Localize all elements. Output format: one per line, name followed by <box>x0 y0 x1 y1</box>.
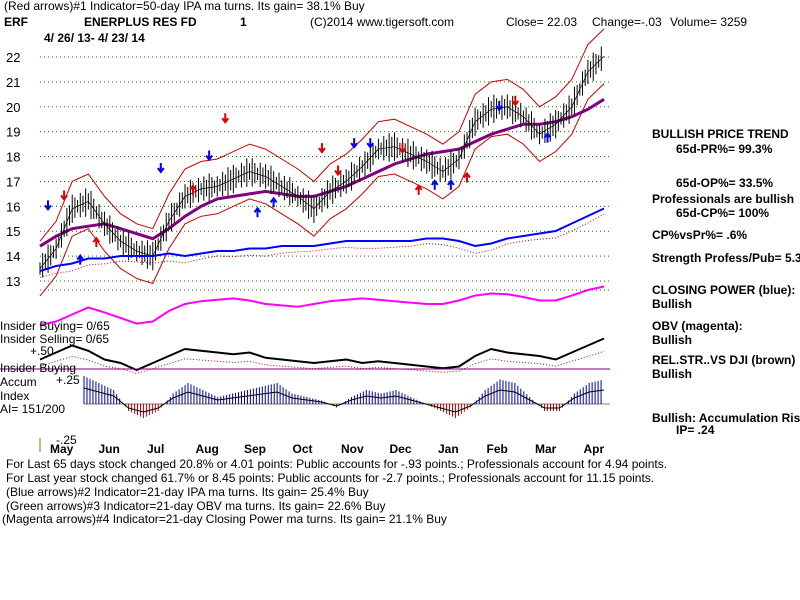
signal-arrow <box>205 150 213 162</box>
insider-buying-label: Insider Buying= 0/65 <box>0 319 110 333</box>
strength-ratio: Strength Profess/Pub= 5.3 <box>652 251 800 265</box>
signal-arrow <box>447 179 455 190</box>
month-label: Oct <box>293 442 313 456</box>
signal-arrow <box>157 163 165 174</box>
ip-value: IP= .24 <box>676 423 715 437</box>
month-label: Mar <box>535 442 557 456</box>
rel-strength-ma <box>39 350 605 375</box>
price-tick-label: 22 <box>6 50 20 65</box>
professionals-text: Professionals are bullish <box>652 192 795 206</box>
footer-line-3: (Blue arrows)#2 Indicator=21-day IPA ma … <box>6 485 369 499</box>
closing-power-line <box>39 207 605 272</box>
month-label: Jan <box>438 442 459 456</box>
signal-arrow <box>366 138 375 149</box>
price-tick-label: 20 <box>6 100 20 115</box>
date-range: 4/ 26/ 13- 4/ 23/ 14 <box>44 31 145 45</box>
rel-strength-value: Bullish <box>652 367 693 381</box>
plus50-label: +.50 <box>30 344 54 358</box>
insider-selling-label: Insider Selling= 0/65 <box>0 332 110 346</box>
price-line <box>39 56 605 269</box>
signal-arrow <box>414 184 423 195</box>
insider-buying-title: Insider Buying <box>0 361 77 375</box>
signal-arrow <box>60 190 68 202</box>
month-axis-labels: May Jun Jul Aug Sep Oct Nov Dec Jan Feb Mar Apr <box>50 442 604 456</box>
price-tick-label: 19 <box>6 125 20 140</box>
cp-vs-pr: CP%vsPr%= .6% <box>652 228 748 242</box>
footer-line-5: (Magenta arrows)#4 Indicator=21-day Clos… <box>2 512 447 526</box>
signal-arrow <box>44 200 52 211</box>
obv-line <box>39 285 605 326</box>
price-tick-label: 17 <box>6 174 20 189</box>
rel-strength-line <box>39 337 605 372</box>
signal-arrow <box>511 95 520 107</box>
op-value: 65d-OP%= 33.5% <box>676 176 774 190</box>
symbol: ERF <box>4 15 28 29</box>
price-axis-labels: 22 21 20 19 18 17 16 15 14 13 <box>6 50 20 289</box>
rel-strength-label: REL.STR..VS DJI (brown) <box>652 353 796 367</box>
accumulation-label: Bullish: Accumulation Risi <box>652 411 800 425</box>
signal-arrow <box>350 138 358 149</box>
price-tick-label: 15 <box>6 224 20 239</box>
price-tick-label: 18 <box>6 150 20 165</box>
lower-band <box>39 83 605 297</box>
signal-arrow <box>221 113 230 124</box>
month-label: May <box>50 442 74 456</box>
upper-band <box>39 28 605 242</box>
footer-line-2: For Last year stock changed 61.7% or 8.4… <box>6 471 655 485</box>
month-label: Dec <box>390 442 412 456</box>
index-label: Index <box>0 389 30 403</box>
price-tick-label: 14 <box>6 249 20 264</box>
cp-percent: 65d-CP%= 100% <box>676 206 770 220</box>
signal-arrow <box>495 100 503 112</box>
closing-power-label: CLOSING POWER (blue): <box>652 283 796 297</box>
month-label: Sep <box>244 442 266 456</box>
minus25-label: -.25 <box>56 433 77 447</box>
signal-arrow <box>543 131 552 143</box>
signal-arrow <box>253 206 262 218</box>
closing-power-ma <box>39 213 605 278</box>
month-label: Feb <box>487 442 508 456</box>
month-label: Nov <box>341 442 364 456</box>
price-tick-label: 21 <box>6 75 20 90</box>
month-label: Jul <box>147 442 164 456</box>
footer-line-4: (Green arrows)#3 Indicator=21-day OBV ma… <box>6 499 386 513</box>
closing-power-value: Bullish <box>652 297 693 311</box>
price-gridlines <box>40 56 610 291</box>
obv-label: OBV (magenta): <box>652 319 743 333</box>
accumulation-histogram <box>83 376 605 418</box>
signal-arrows <box>44 95 552 265</box>
header-indicator-line: (Red arrows)#1 Indicator=50-day IPA ma t… <box>4 0 365 13</box>
accum-label: Accum <box>0 375 37 389</box>
signal-arrow <box>189 184 197 195</box>
change-value: Change=-.03 <box>592 15 662 29</box>
volume-value: Volume= 3259 <box>670 15 748 29</box>
signal-arrow <box>430 179 439 190</box>
price-tick-label: 16 <box>6 199 20 214</box>
signal-arrow <box>398 143 407 154</box>
ai-label: AI= 151/200 <box>0 402 66 416</box>
month-label: Jun <box>99 442 120 456</box>
signal-arrow <box>92 236 101 248</box>
pr-value: 65d-PR%= 99.3% <box>676 142 773 156</box>
bullish-trend: BULLISH PRICE TREND <box>652 127 789 141</box>
signal-arrow <box>463 171 471 183</box>
period-number: 1 <box>240 15 247 29</box>
accum-ma <box>83 387 605 413</box>
company-name: ENERPLUS RES FD <box>84 15 197 29</box>
copyright: (C)2014 www.tigersoft.com <box>310 15 455 29</box>
plus25-label: +.25 <box>56 373 80 387</box>
obv-value: Bullish <box>652 333 693 347</box>
signal-arrow <box>76 253 85 265</box>
footer-line-1: For Last 65 days stock changed 20.8% or … <box>6 457 668 471</box>
month-label: Aug <box>196 442 219 456</box>
signal-arrow <box>269 196 278 208</box>
price-tick-label: 13 <box>6 274 20 289</box>
month-label: Apr <box>584 442 605 456</box>
indicator-lines <box>39 28 605 375</box>
close-value: Close= 22.03 <box>506 15 578 29</box>
signal-arrow <box>318 143 326 154</box>
signal-arrow <box>334 165 342 177</box>
